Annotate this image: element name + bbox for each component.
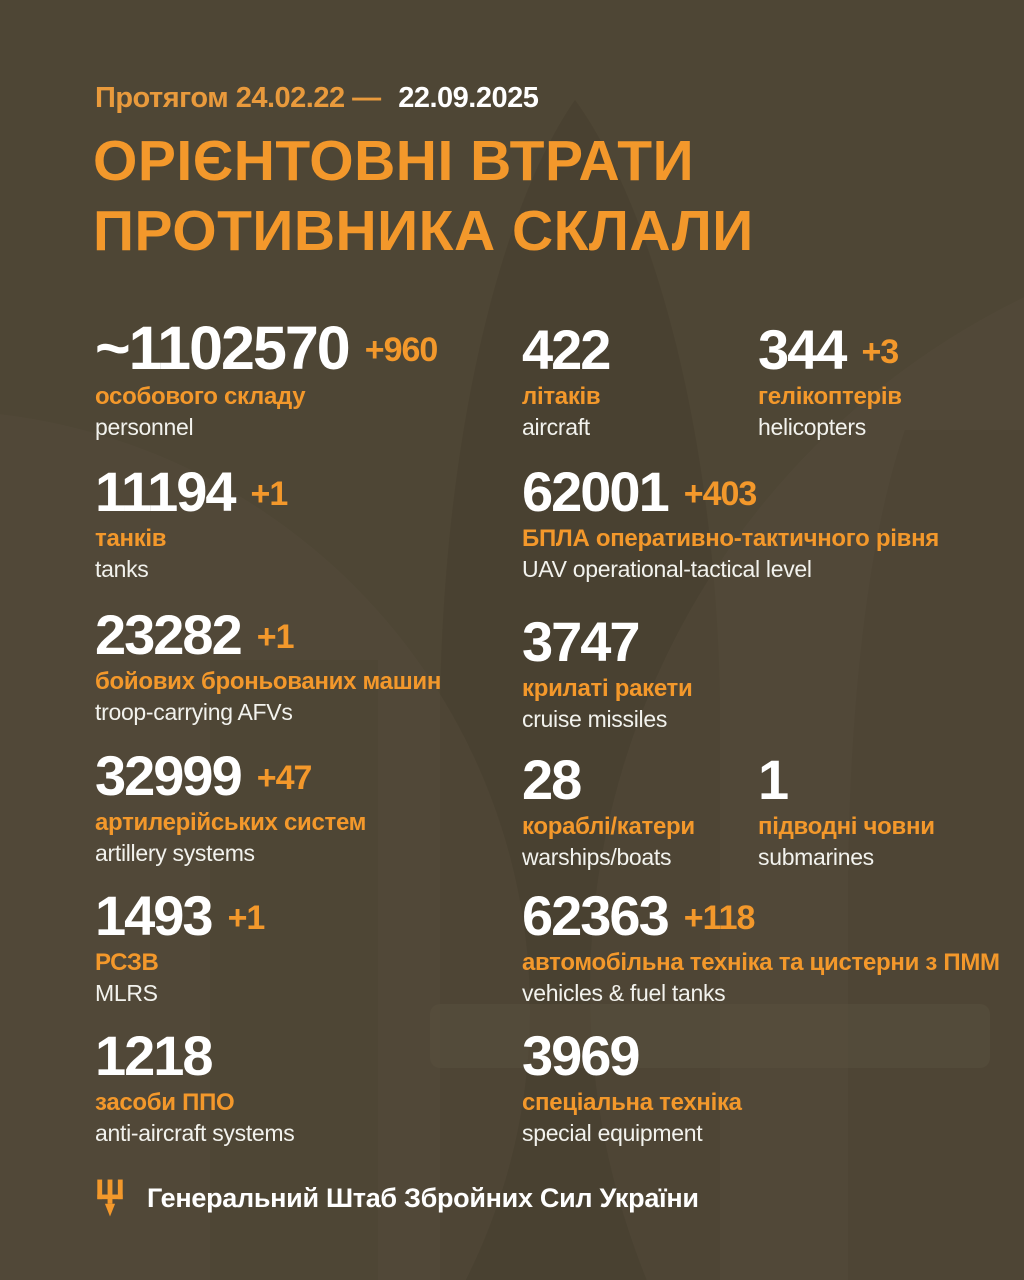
- stat-label-en: troop-carrying AFVs: [95, 699, 293, 725]
- stat-helicopters: 344 +3 гелікоптерів helicopters: [758, 322, 902, 441]
- stat-delta: +118: [683, 898, 756, 937]
- stat-vehicles: 62363 +118 автомобільна техніка та цисте…: [522, 888, 1000, 1007]
- stat-delta: +47: [256, 758, 313, 797]
- stat-label-uk: танків: [95, 525, 167, 552]
- stat-label-uk: автомобільна техніка та цистерни з ПММ: [522, 949, 1000, 976]
- stat-tanks: 11194 +1 танків tanks: [95, 460, 289, 583]
- report-date: 22.09.2025: [398, 82, 539, 114]
- stat-artillery: 32999 +47 артилерійських систем artiller…: [95, 748, 366, 867]
- stat-uav: 62001 +403 БПЛА оперативно-тактичного рі…: [522, 464, 939, 583]
- stat-value: 422: [522, 318, 611, 381]
- stat-aircraft: 422 літаків aircraft: [522, 318, 611, 441]
- stat-anti-aircraft: 1218 засоби ППО anti-aircraft systems: [95, 1024, 295, 1147]
- stat-delta: +960: [364, 330, 439, 369]
- page-title: ОРІЄНТОВНІ ВТРАТИ ПРОТИВНИКА СКЛАЛИ: [93, 126, 754, 266]
- title-line1: ОРІЄНТОВНІ ВТРАТИ: [93, 129, 695, 193]
- stat-label-uk: засоби ППО: [95, 1089, 235, 1116]
- period-dateline: Протягом 24.02.22 — 22.09.2025: [95, 82, 539, 115]
- stat-label-en: special equipment: [522, 1120, 703, 1146]
- stat-special-equipment: 3969 спеціальна техніка special equipmen…: [522, 1028, 742, 1147]
- stat-delta: +1: [250, 474, 289, 513]
- stat-delta: +3: [861, 332, 899, 371]
- stat-label-uk: РСЗВ: [95, 949, 159, 976]
- stat-delta: +1: [227, 898, 266, 937]
- stat-value: 1218: [95, 1024, 214, 1087]
- stat-value: 3969: [522, 1024, 641, 1087]
- stat-value: 1: [758, 748, 789, 811]
- stat-label-uk: кораблі/катери: [522, 813, 695, 840]
- stat-label-en: artillery systems: [95, 840, 255, 866]
- stat-value: 344: [758, 318, 847, 381]
- stat-label-en: vehicles & fuel tanks: [522, 980, 726, 1006]
- stat-warships: 28 кораблі/катери warships/boats: [522, 752, 695, 871]
- stat-label-uk: особового складу: [95, 383, 306, 410]
- footer: Генеральний Штаб Збройних Сил України: [95, 1178, 699, 1218]
- stat-personnel: ~1102570 +960 особового складу personnel: [95, 314, 439, 441]
- stat-delta: +1: [256, 617, 295, 656]
- stat-label-en: cruise missiles: [522, 706, 668, 732]
- stat-label-uk: артилерійських систем: [95, 809, 367, 836]
- stat-label-en: tanks: [95, 556, 149, 582]
- stat-label-en: aircraft: [522, 414, 590, 440]
- stat-value: 1493: [95, 884, 214, 947]
- title-line2: ПРОТИВНИКА СКЛАЛИ: [93, 199, 754, 263]
- stat-afv: 23282 +1 бойових броньованих машин troop…: [95, 607, 441, 726]
- stat-label-en: MLRS: [95, 980, 158, 1006]
- stat-label-uk: спеціальна техніка: [522, 1089, 742, 1116]
- stat-label-en: warships/boats: [522, 844, 672, 870]
- stat-label-en: UAV operational-tactical level: [522, 556, 812, 582]
- stat-label-uk: підводні човни: [758, 813, 935, 840]
- stat-delta: +403: [683, 474, 758, 513]
- stat-label-en: personnel: [95, 414, 194, 440]
- stat-value: 62001: [522, 460, 670, 523]
- stat-value: 28: [522, 748, 582, 811]
- stat-label-uk: гелікоптерів: [758, 383, 902, 410]
- stat-cruise-missiles: 3747 крилаті ракети cruise missiles: [522, 610, 693, 733]
- stat-label-uk: літаків: [522, 383, 601, 410]
- stat-value: 23282: [95, 603, 243, 666]
- stat-label-en: submarines: [758, 844, 874, 870]
- period-prefix: Протягом 24.02.22 —: [95, 82, 381, 114]
- stat-submarines: 1 підводні човни submarines: [758, 752, 935, 871]
- stat-value: 3747: [522, 610, 641, 673]
- stat-mlrs: 1493 +1 РСЗВ MLRS: [95, 884, 266, 1007]
- tryzub-trident-icon: [97, 1179, 123, 1217]
- stat-value: 32999: [95, 744, 243, 807]
- stat-label-en: helicopters: [758, 414, 866, 440]
- stat-label-uk: БПЛА оперативно-тактичного рівня: [522, 525, 939, 552]
- stat-value: ~1102570: [95, 314, 351, 382]
- footer-org-label: Генеральний Штаб Збройних Сил України: [147, 1182, 699, 1213]
- stat-label-uk: крилаті ракети: [522, 675, 693, 702]
- stat-label-en: anti-aircraft systems: [95, 1120, 295, 1146]
- stat-value: 62363: [522, 884, 670, 947]
- stat-value: 11194: [95, 460, 237, 523]
- stat-label-uk: бойових броньованих машин: [95, 668, 442, 695]
